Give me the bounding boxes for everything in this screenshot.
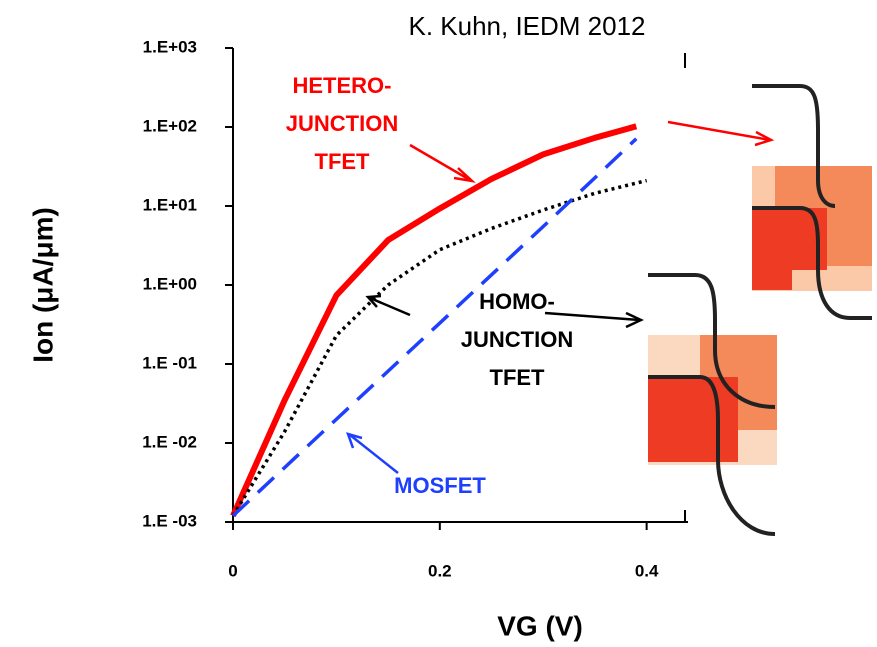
y-tick-label: 1.E -02 — [142, 432, 197, 451]
y-tick-label: 1.E+01 — [143, 195, 197, 214]
annotation: HOMO- — [479, 289, 555, 314]
y-tick-label: 1.E -01 — [142, 353, 197, 372]
y-tick-label: 1.E+02 — [143, 116, 197, 135]
series-line — [231, 178, 648, 517]
x-tick-label: 0.2 — [428, 561, 452, 580]
x-tick-label: 0 — [228, 561, 237, 580]
series-line — [231, 137, 638, 518]
annotation: HETERO- — [293, 73, 392, 98]
source-note: K. Kuhn, IEDM 2012 — [408, 11, 645, 41]
band-diagram-lower — [648, 273, 777, 536]
annotation: JUNCTION — [286, 111, 398, 136]
band-diagram-upper — [752, 84, 872, 320]
x-tick-label: 0.4 — [635, 561, 659, 580]
arrows — [346, 120, 775, 474]
y-axis-label: Ion (μA/μm) — [27, 207, 58, 363]
y-tick-label: 1.E -03 — [142, 511, 197, 530]
annotation: MOSFET — [394, 473, 486, 498]
x-axis-label: VG (V) — [497, 610, 583, 641]
series-line — [230, 123, 638, 517]
annotation: TFET — [315, 149, 371, 174]
annotation: TFET — [490, 365, 546, 390]
annotation: JUNCTION — [461, 327, 573, 352]
y-tick-label: 1.E+00 — [143, 274, 197, 293]
y-tick-label: 1.E+03 — [143, 37, 197, 56]
